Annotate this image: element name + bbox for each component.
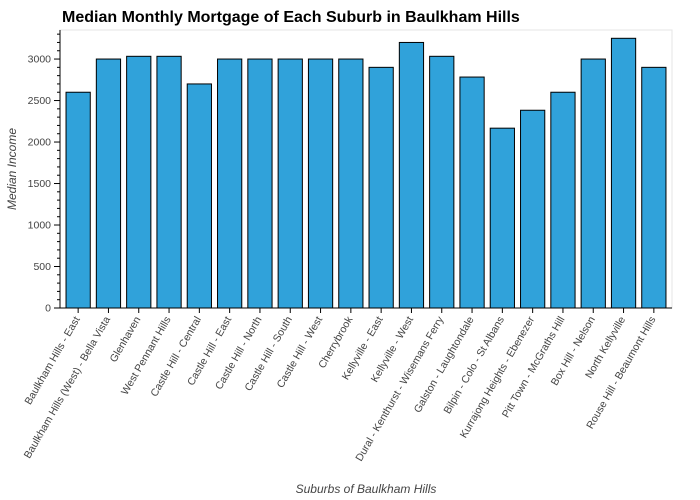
bar-15 bbox=[520, 109, 546, 309]
bar-12 bbox=[429, 55, 455, 309]
y-tick-label: 3000 bbox=[28, 54, 52, 66]
y-tick-label: 1500 bbox=[28, 178, 52, 190]
bar-3 bbox=[156, 55, 182, 309]
bar-19 bbox=[641, 66, 667, 309]
y-axis-label: Median Income bbox=[5, 128, 19, 210]
y-tick-label: 2000 bbox=[28, 137, 52, 149]
plot-frame bbox=[59, 29, 673, 309]
y-axis: 0 500 1000 1500 2000 2500 3000 bbox=[28, 30, 61, 315]
bar-6 bbox=[247, 58, 273, 309]
bar-18 bbox=[610, 37, 637, 309]
bar-17 bbox=[580, 58, 606, 309]
bar-4 bbox=[186, 83, 212, 309]
y-tick-label: 2500 bbox=[28, 95, 52, 107]
bar-0 bbox=[65, 91, 91, 309]
y-tick-label: 1000 bbox=[28, 220, 52, 232]
bar-9 bbox=[338, 58, 364, 309]
bar-11 bbox=[398, 41, 425, 309]
chart-title: Median Monthly Mortgage of Each Suburb i… bbox=[62, 9, 520, 26]
bar-16 bbox=[550, 91, 576, 309]
x-tick-label: Baulkham Hills - East bbox=[22, 314, 82, 406]
y-tick-label: 0 bbox=[45, 303, 51, 315]
bar-10 bbox=[368, 66, 394, 309]
bar-8 bbox=[307, 58, 334, 309]
bar-2 bbox=[126, 55, 152, 309]
bar-13 bbox=[459, 76, 485, 309]
bar-14 bbox=[489, 127, 515, 309]
bar-5 bbox=[217, 58, 243, 309]
y-tick-label: 500 bbox=[33, 261, 51, 273]
x-axis-label: Suburbs of Baulkham Hills bbox=[296, 482, 437, 496]
bars-group bbox=[65, 37, 667, 309]
bar-1 bbox=[95, 58, 122, 309]
bar-7 bbox=[277, 58, 303, 309]
